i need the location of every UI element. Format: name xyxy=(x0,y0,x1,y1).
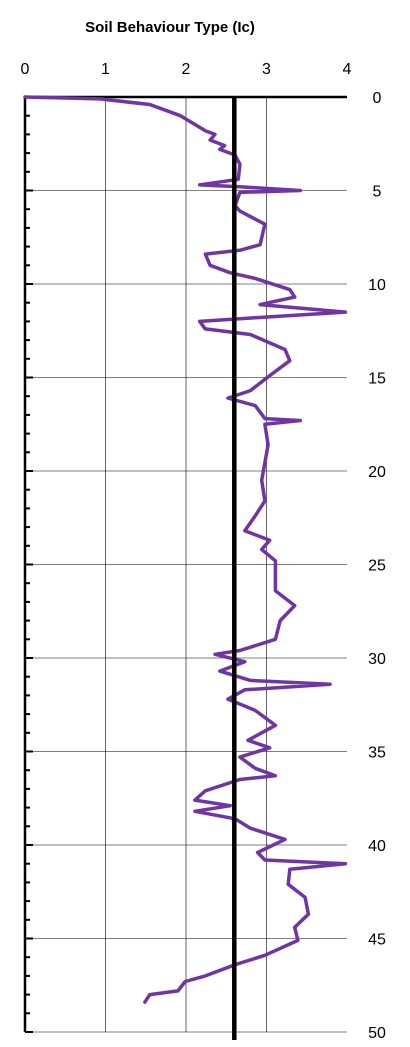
y-tick-label: 10 xyxy=(368,277,386,294)
y-tick-label: 0 xyxy=(373,90,382,107)
y-tick-label: 25 xyxy=(368,558,386,575)
y-tick-label: 40 xyxy=(368,838,386,855)
x-tick-label: 3 xyxy=(262,61,271,78)
y-tick-label: 20 xyxy=(368,464,386,481)
data-line xyxy=(23,95,348,1004)
y-tick-label: 45 xyxy=(368,932,386,949)
x-tick-label: 2 xyxy=(182,61,191,78)
x-tick-label: 1 xyxy=(101,61,110,78)
chart-title: Soil Behaviour Type (Ic) xyxy=(85,19,255,36)
x-tick-label: 4 xyxy=(343,61,352,78)
y-tick-label: 15 xyxy=(368,371,386,388)
x-tick-label: 0 xyxy=(21,61,30,78)
y-tick-label: 35 xyxy=(368,745,386,762)
y-tick-label: 5 xyxy=(373,184,382,201)
y-tick-label: 30 xyxy=(368,651,386,668)
y-tick-label: 50 xyxy=(368,1025,386,1042)
